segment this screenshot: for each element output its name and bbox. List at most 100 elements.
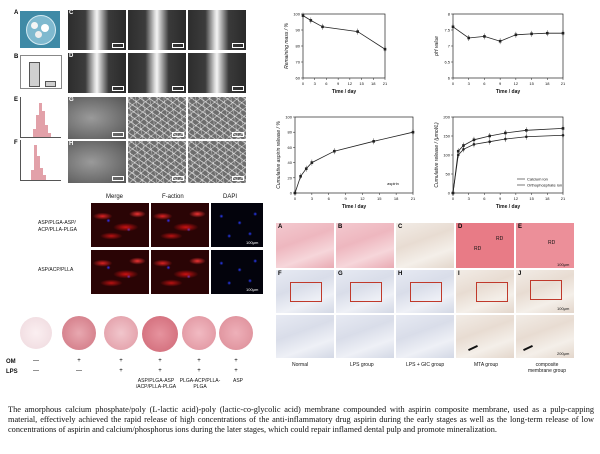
chart-ph-xtick-label-7: 21 (561, 81, 566, 86)
group-label-lps-gic: LPS + GIC group (406, 362, 445, 368)
chart-ions-xtick-label-5: 15 (529, 196, 534, 201)
scale-top: 100μm (557, 262, 570, 267)
chart-aspirin-frame (294, 116, 414, 194)
chart-ph-ytick-label-2: 7 (448, 44, 451, 49)
chart-aspirin-xtick-label-6: 18 (394, 196, 399, 201)
roi-box-f (290, 282, 322, 302)
panel-label-e: E (14, 97, 19, 103)
chart-ions-series-0-point-6 (525, 129, 528, 132)
dish-6 (219, 316, 253, 350)
chart-ph-ylabel: pH value (434, 36, 440, 57)
stain-group-4: ASP/PLGA-ASP /ACP/PLLA-PLGA (135, 378, 177, 390)
chart-ph-xtick-label-6: 18 (545, 81, 550, 86)
chart-mass-frame (302, 13, 386, 79)
chart-aspirin-ytick-label-4: 80 (288, 130, 293, 135)
chart-mass-xlabel: Time / day (332, 89, 357, 95)
chart-ph-ytick-label-3: 7.5 (444, 28, 450, 33)
histo-j (516, 270, 574, 313)
dish-4 (142, 316, 178, 352)
chart-mass-series-0-point-3 (356, 30, 359, 33)
chart-ph-xtick-label-1: 3 (468, 81, 471, 86)
chart-ph-series-0-point-1 (467, 36, 471, 40)
chart-ions-legend-label-0: Calcium ion (527, 177, 548, 182)
chart-aspirin-xtick-label-4: 12 (360, 196, 365, 201)
chart-ions-series-1-point-0 (451, 191, 455, 195)
chart-ions-series-1-point-6 (525, 135, 528, 139)
histo-a (276, 223, 334, 268)
chart-aspirin-series-0-point-3 (310, 161, 314, 164)
lps-sign-3: + (119, 368, 123, 374)
panel-label-g: G (69, 97, 74, 103)
chart-aspirin-series-0-point-0 (293, 191, 297, 195)
histo-b (336, 223, 394, 268)
dish-3 (104, 316, 138, 350)
fluo-row-label-2: ASP/ACP/PLLA (38, 267, 74, 273)
chart-ph-ytick-label-1: 6.5 (444, 60, 450, 65)
chart-ph-series-0-point-2 (483, 35, 486, 38)
sem-c-3 (188, 10, 246, 50)
histo-d (456, 223, 514, 268)
rd-label-2: RD (496, 236, 504, 242)
dish-5 (182, 316, 216, 350)
scale-bot: 200μm (557, 351, 570, 356)
chart-ph-xlabel: Time / day (496, 89, 521, 95)
chart-ions-xtick-label-1: 3 (468, 196, 471, 201)
chart-aspirin-ytick-label-3: 60 (288, 145, 293, 150)
chart-mass-xtick-label-6: 18 (371, 81, 376, 86)
roi-box-i (476, 282, 508, 302)
sem-g-2 (128, 97, 186, 139)
chart-aspirin-ylabel: Cumulative aspirin release / % (276, 121, 282, 189)
panel-e-histogram (20, 97, 61, 138)
figure-caption: The amorphous calcium phosphate/poly (L-… (8, 405, 594, 434)
lps-sign-2: — (76, 368, 82, 374)
sem-d-2 (128, 53, 186, 93)
histo-label-j: J (518, 271, 522, 277)
dish-2 (62, 316, 96, 350)
chart-mass-ytick-label-3: 90 (296, 28, 301, 33)
histo-label-e: E (518, 224, 523, 230)
panel-label-h: H (69, 141, 74, 147)
histo-j-zoom (516, 315, 574, 358)
histo-label-b: B (338, 224, 343, 230)
scale-mid: 100μm (557, 306, 570, 311)
sem-c-2 (128, 10, 186, 50)
chart-mass-ytick-label-1: 70 (296, 60, 301, 65)
lps-sign-5: + (197, 368, 201, 374)
chart-ions-xlabel: Time / day (496, 204, 521, 210)
lps-sign-4: + (158, 368, 162, 374)
histo-label-f: F (278, 271, 282, 277)
chart-mass-xtick-label-7: 21 (383, 81, 388, 86)
chart-ph-series-0-point-4 (514, 33, 518, 37)
chart-aspirin-xtick-label-7: 21 (411, 196, 416, 201)
chart-ions-series-0-point-7 (561, 127, 565, 130)
dish-1 (20, 317, 52, 349)
chart-ions-legend-label-1: Orthophosphate ion (527, 183, 562, 188)
rd-label-1: RD (474, 246, 482, 252)
panel-label-d: D (69, 53, 74, 59)
chart-aspirin-xtick-label-5: 15 (377, 196, 382, 201)
chart-aspirin-series-0-point-4 (333, 149, 336, 153)
chart-ions-ytick-label-2: 100 (443, 153, 450, 158)
sem-d-1 (68, 53, 126, 93)
chart-mass-ytick-label-4: 100 (293, 12, 300, 17)
chart-ions-xtick-label-4: 12 (514, 196, 519, 201)
chart-ions-xtick-label-3: 9 (499, 196, 502, 201)
roi-box-h (410, 282, 442, 302)
om-sign-3: + (119, 358, 123, 364)
sem-g-3 (188, 97, 246, 139)
chart-mass-ytick-label-0: 60 (296, 76, 301, 81)
fluo-header-factin: F-action (162, 194, 184, 200)
histo-i (456, 270, 514, 313)
chart-aspirin-xlabel: Time / day (342, 204, 367, 210)
roi-box-g (350, 282, 382, 302)
histo-f (276, 270, 334, 313)
om-sign-5: + (197, 358, 201, 364)
chart-ph-series-0-point-6 (545, 31, 549, 35)
histo-h-zoom (396, 315, 454, 358)
panel-f-histogram (20, 140, 61, 181)
panel-label-f: F (14, 140, 18, 146)
chart-mass-ytick-label-2: 80 (296, 44, 301, 49)
panel-label-c: C (69, 10, 74, 16)
chart-ph-series-0-point-3 (498, 39, 502, 43)
